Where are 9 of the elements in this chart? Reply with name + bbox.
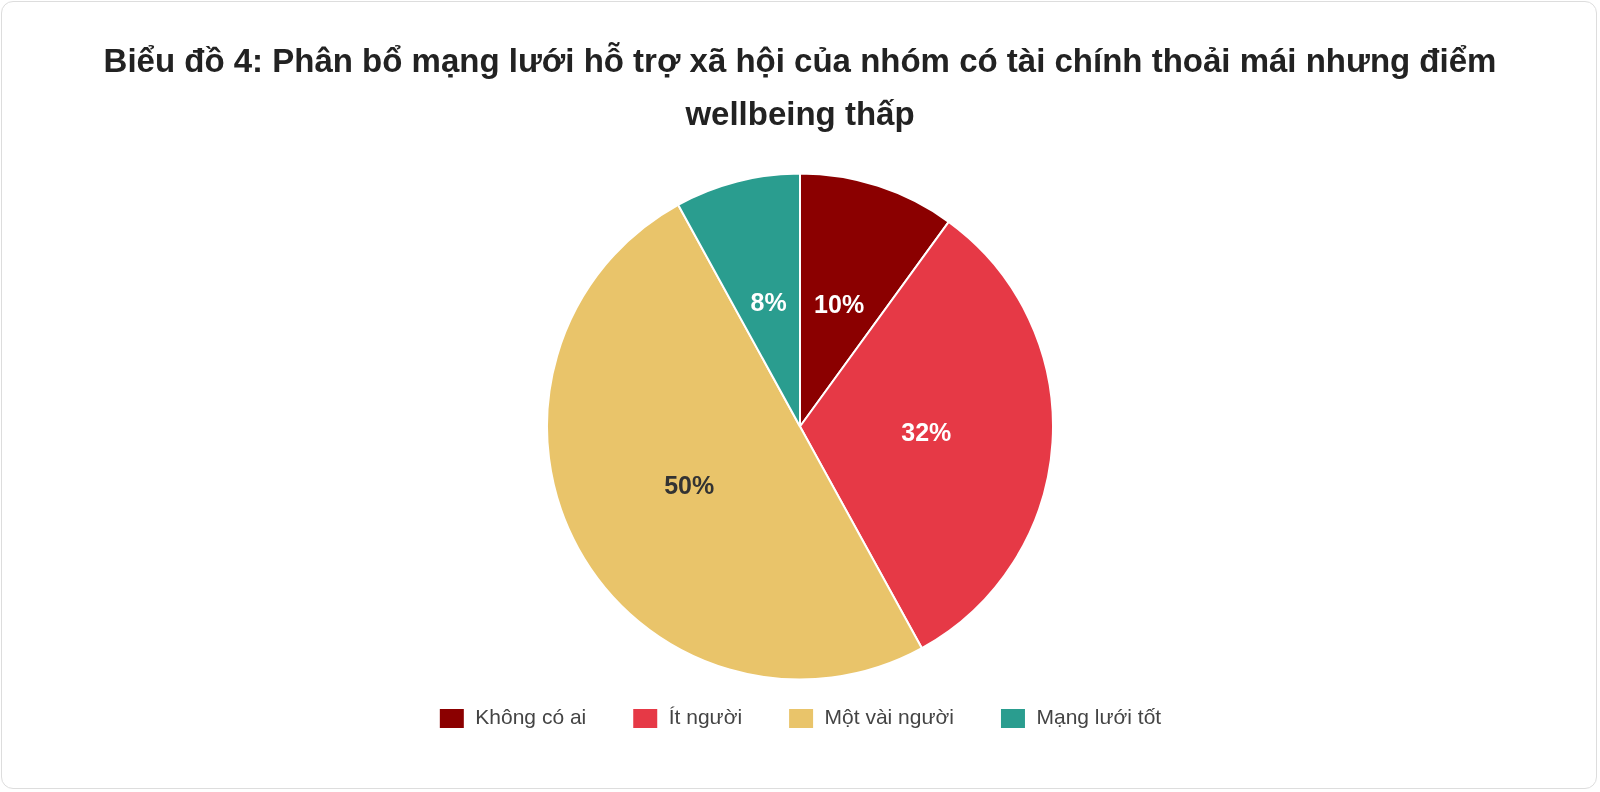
data-label: 8% [750, 287, 787, 316]
legend-label: Ít người [668, 705, 743, 729]
data-label: 10% [814, 290, 865, 319]
chart-title: Biểu đồ 4: Phân bổ mạng lưới hỗ trợ xã hội của nhóm có tài chính thoải mái nhưng điểm wellbeing thấp [102, 41, 1498, 134]
legend-label: Không có ai [475, 705, 587, 729]
data-label: 32% [901, 418, 952, 447]
data-label: 50% [664, 471, 715, 500]
legend-label: Một vài người [824, 705, 954, 729]
legend-label: Mạng lưới tốt [1036, 705, 1162, 729]
